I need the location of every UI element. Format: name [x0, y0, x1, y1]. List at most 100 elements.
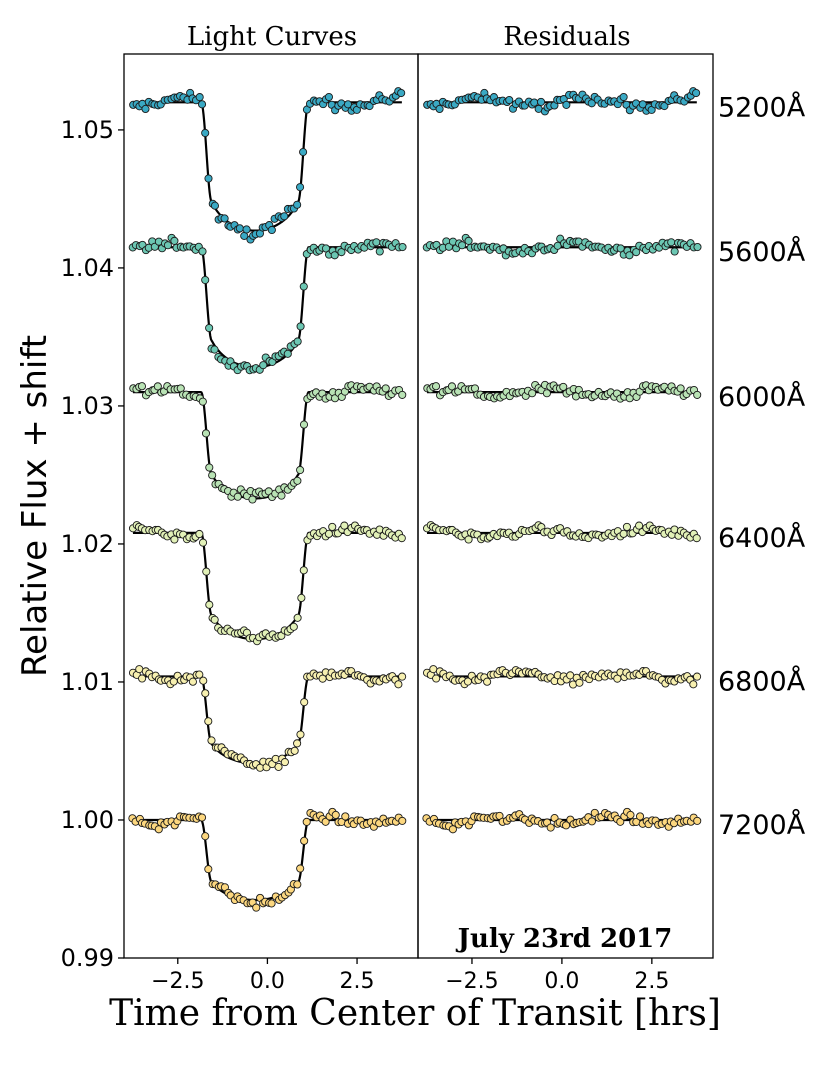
light-curve-point — [299, 282, 308, 291]
light-curve-point — [340, 521, 349, 530]
residual-point — [435, 104, 444, 114]
date-annotation: July 23rd 2017 — [456, 924, 673, 954]
right-panel-title: Residuals — [503, 22, 630, 52]
light-curve-point — [204, 865, 213, 874]
residual-point — [530, 98, 539, 107]
residual-point — [689, 680, 698, 689]
light-curve-point — [293, 200, 302, 209]
light-curve-point — [220, 214, 229, 223]
residual-point — [587, 817, 596, 826]
light-curve-point — [293, 337, 302, 346]
residual-point — [622, 522, 631, 531]
light-curve-point — [259, 361, 268, 370]
residual-point — [692, 88, 701, 98]
residual-point — [429, 665, 438, 674]
light-curve-point — [248, 495, 257, 504]
light-curve-point — [201, 689, 210, 698]
light-curve-point — [163, 241, 172, 250]
series-label-5: 6800Å — [718, 665, 806, 697]
light-curve-point — [170, 535, 179, 544]
light-curve-point — [289, 622, 298, 631]
residual-point — [693, 672, 702, 681]
x-tick-label: 0.0 — [544, 969, 579, 994]
residual-point — [667, 238, 676, 247]
light-curve-point — [210, 201, 219, 210]
light-curve-point — [274, 762, 283, 771]
light-curve-point — [195, 670, 204, 679]
residual-point — [464, 236, 473, 245]
x-tick-label: −2.5 — [151, 969, 204, 994]
light-curve-point — [204, 717, 213, 726]
x-tick-label: −2.5 — [445, 969, 498, 994]
y-tick-label: 1.00 — [61, 806, 114, 834]
light-curve-point — [195, 529, 204, 539]
series-labels: 5200Å 5600Å 6000Å 6400Å 6800Å 7200Å — [718, 91, 806, 841]
light-curve-point — [300, 698, 309, 707]
residual-point — [432, 674, 441, 683]
light-curve-point — [302, 817, 311, 826]
light-curve-point — [296, 465, 305, 475]
light-curve-point — [296, 183, 305, 192]
left-panel-title: Light Curves — [187, 22, 357, 52]
light-curve-point — [205, 323, 214, 333]
light-curve-point — [290, 746, 299, 755]
model-curve-2 — [132, 246, 402, 369]
light-curve-point — [199, 676, 208, 685]
y-tick-label: 1.01 — [61, 668, 114, 696]
light-curve-point — [398, 242, 407, 252]
series-label-3: 6000Å — [718, 381, 806, 413]
residual-point — [619, 529, 628, 538]
residual-point — [464, 535, 473, 544]
light-curve-point — [267, 225, 276, 235]
x-axis-label: Time from Center of Transit [hrs] — [109, 993, 721, 1034]
residual-point — [692, 534, 701, 543]
series-label-1: 5200Å — [718, 91, 806, 123]
residual-point — [559, 382, 568, 391]
light-curve-point — [280, 758, 289, 767]
light-curve-point — [205, 600, 214, 609]
light-curve-point — [331, 810, 340, 820]
residual-point — [636, 812, 645, 821]
light-curve-point — [267, 899, 276, 908]
light-curve-point — [375, 247, 384, 256]
x-tick-label: 2.5 — [340, 969, 375, 994]
light-curve-point — [141, 104, 150, 114]
light-curve-point — [328, 522, 337, 531]
light-curve-point — [137, 382, 147, 391]
residuals-panel — [417, 53, 714, 959]
light-curve-point — [299, 420, 309, 429]
residual-point — [616, 817, 625, 826]
light-curve-point — [324, 529, 333, 538]
light-curve-point — [341, 812, 350, 821]
residual-point — [626, 810, 635, 820]
y-tick-label: 0.99 — [61, 944, 114, 972]
light-curve-point — [201, 275, 210, 285]
light-curve-point — [198, 538, 208, 547]
model-curve-4 — [132, 531, 402, 641]
light-curve-point — [207, 736, 216, 745]
light-curve-point — [202, 567, 211, 576]
light-curve-point — [201, 429, 211, 438]
light-curve-point — [210, 345, 219, 354]
model-curve-5 — [132, 675, 402, 765]
light-curve-point — [365, 102, 374, 111]
light-curve-point — [252, 903, 261, 912]
y-tick-label: 1.05 — [61, 116, 114, 144]
light-curve-point — [195, 93, 204, 102]
residual-point — [619, 92, 628, 102]
y-tick-label: 1.04 — [61, 254, 114, 282]
axes — [123, 53, 714, 959]
x-tick-label: 0.0 — [250, 969, 285, 994]
data-points — [128, 87, 702, 912]
light-curve-point — [283, 349, 292, 358]
residual-point — [693, 390, 702, 399]
model-curve-3 — [132, 391, 402, 500]
light-curve-point — [242, 225, 251, 234]
residual-point — [542, 389, 551, 398]
residual-point — [447, 382, 456, 391]
light-curve-point — [235, 224, 244, 233]
residual-point — [528, 389, 537, 398]
light-curve-point — [293, 476, 302, 485]
model-curve-6 — [132, 818, 402, 902]
